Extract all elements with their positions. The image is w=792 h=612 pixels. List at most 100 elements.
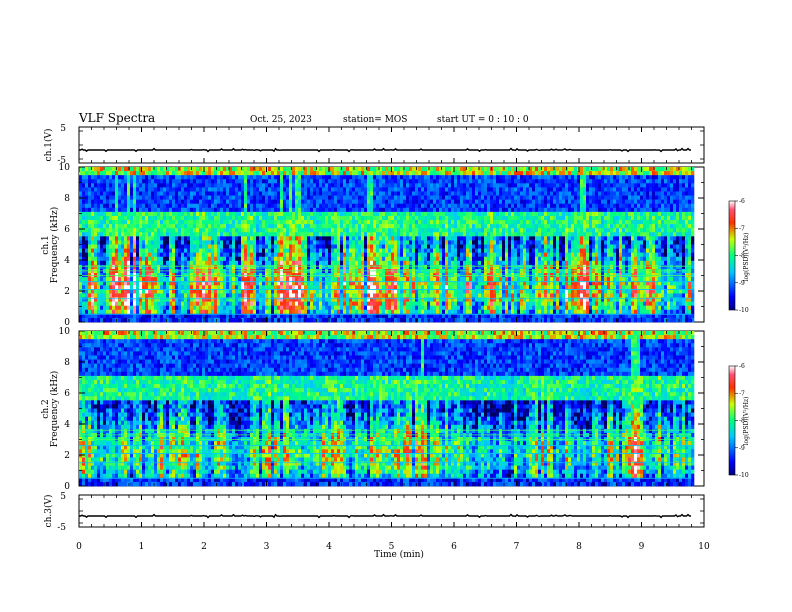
psd-cell <box>139 281 143 286</box>
psd-cell <box>214 285 218 290</box>
psd-cell <box>256 293 260 298</box>
psd-cell <box>124 236 128 241</box>
psd-cell <box>295 199 299 205</box>
psd-cell <box>172 285 176 290</box>
psd-cell <box>382 293 386 298</box>
psd-cell <box>157 281 161 286</box>
psd-cell <box>82 191 86 196</box>
psd-cell <box>79 191 83 196</box>
psd-cell <box>256 167 260 172</box>
psd-cell <box>136 195 140 200</box>
psd-cell <box>130 285 134 290</box>
psd-cell <box>190 281 194 286</box>
psd-cell <box>337 256 341 262</box>
psd-cell <box>88 171 92 176</box>
psd-cell <box>295 191 299 196</box>
psd-cell <box>199 240 203 245</box>
psd-cell <box>283 252 287 258</box>
psd-cell <box>142 183 146 188</box>
psd-cell <box>445 203 449 209</box>
psd-cell <box>151 260 155 266</box>
psd-cell <box>232 191 236 196</box>
psd-cell <box>310 199 314 205</box>
psd-cell <box>469 195 473 200</box>
psd-cell <box>118 313 122 319</box>
psd-cell <box>136 248 140 253</box>
psd-cell <box>421 252 425 258</box>
psd-cell <box>187 305 191 311</box>
psd-cell <box>319 220 323 225</box>
psd-cell <box>175 220 179 225</box>
psd-cell <box>103 309 107 315</box>
psd-cell <box>232 167 236 172</box>
psd-cell <box>367 175 371 180</box>
psd-cell <box>346 293 350 298</box>
psd-cell <box>403 215 407 221</box>
psd-cell <box>238 252 242 258</box>
psd-cell <box>97 224 101 229</box>
psd-cell <box>253 277 257 282</box>
psd-cell <box>415 224 419 229</box>
psd-cell <box>406 256 410 262</box>
psd-cell <box>94 191 98 196</box>
psd-cell <box>235 301 239 306</box>
psd-cell <box>181 240 185 245</box>
psd-cell <box>391 301 395 306</box>
psd-cell <box>346 211 350 217</box>
psd-cell <box>82 171 86 176</box>
psd-cell <box>289 203 293 209</box>
psd-cell <box>184 171 188 176</box>
psd-cell <box>259 313 263 319</box>
psd-cell <box>397 293 401 298</box>
psd-cell <box>400 256 404 262</box>
psd-cell <box>229 264 233 270</box>
psd-cell <box>256 289 260 294</box>
psd-cell <box>463 220 467 225</box>
psd-cell <box>169 179 173 184</box>
psd-cell <box>379 244 383 249</box>
psd-cell <box>370 264 374 270</box>
psd-cell <box>274 236 278 241</box>
psd-cell <box>424 236 428 241</box>
psd-cell <box>241 289 245 294</box>
psd-cell <box>121 309 125 315</box>
psd-cell <box>274 256 278 262</box>
psd-cell <box>112 248 116 253</box>
psd-cell <box>463 236 467 241</box>
psd-cell <box>337 248 341 253</box>
psd-cell <box>265 179 269 184</box>
psd-cell <box>427 211 431 217</box>
psd-cell <box>286 285 290 290</box>
psd-cell <box>247 244 251 249</box>
psd-cell <box>115 187 119 192</box>
psd-cell <box>391 293 395 298</box>
psd-cell <box>349 240 353 245</box>
psd-cell <box>130 317 134 323</box>
psd-cell <box>457 183 461 188</box>
psd-cell <box>160 289 164 294</box>
psd-cell <box>109 215 113 221</box>
psd-cell <box>286 277 290 282</box>
psd-cell <box>262 207 266 213</box>
psd-cell <box>328 203 332 209</box>
psd-cell <box>130 220 134 225</box>
psd-cell <box>457 301 461 306</box>
psd-cell <box>325 228 329 233</box>
psd-cell <box>97 187 101 192</box>
psd-cell <box>229 256 233 262</box>
psd-cell <box>277 244 281 249</box>
psd-cell <box>352 187 356 192</box>
psd-cell <box>139 179 143 184</box>
psd-cell <box>235 220 239 225</box>
psd-cell <box>232 289 236 294</box>
psd-cell <box>370 309 374 315</box>
psd-cell <box>262 260 266 266</box>
psd-cell <box>181 224 185 229</box>
psd-cell <box>220 183 224 188</box>
psd-cell <box>169 256 173 262</box>
psd-cell <box>133 313 137 319</box>
psd-cell <box>85 317 89 323</box>
psd-cell <box>232 256 236 262</box>
psd-cell <box>331 187 335 192</box>
psd-cell <box>430 207 434 213</box>
